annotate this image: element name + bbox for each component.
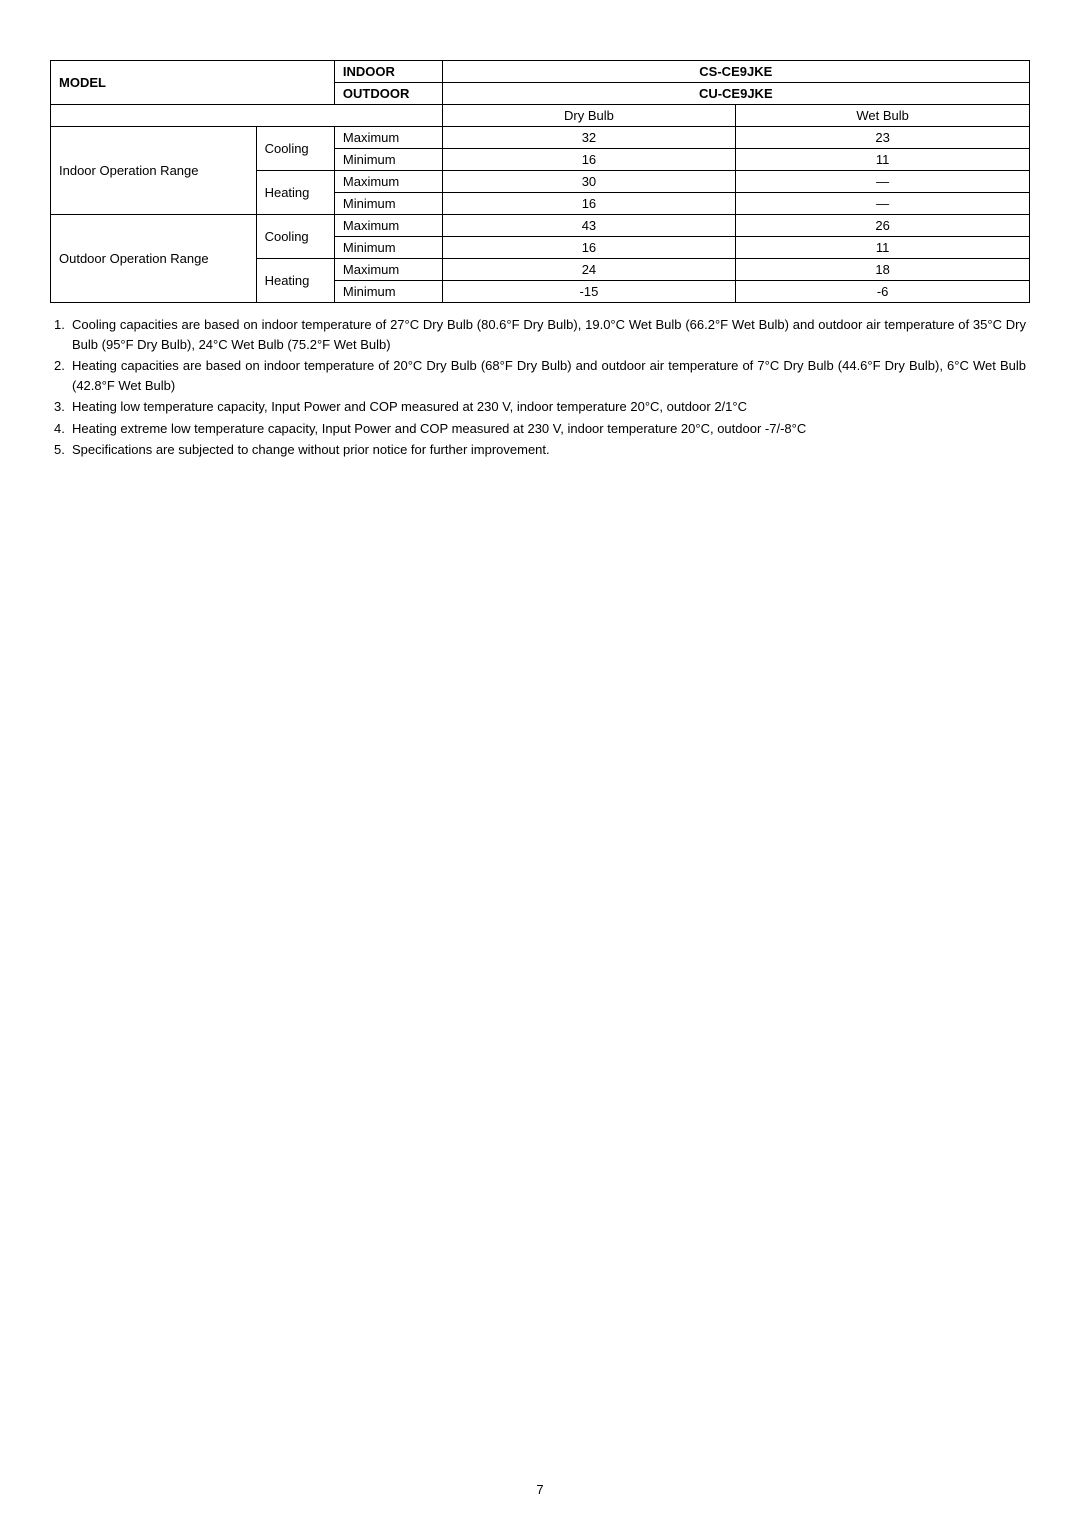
note-text: Heating low temperature capacity, Input … [72,397,1026,417]
heating-label: Heating [256,259,334,303]
note-number: 2. [54,356,72,395]
cell-value: 24 [442,259,736,281]
model-header: MODEL [51,61,335,105]
blank-header [51,105,443,127]
note-item: 5. Specifications are subjected to chang… [54,440,1026,460]
cell-value: — [736,171,1030,193]
notes-section: 1. Cooling capacities are based on indoo… [50,315,1030,460]
cell-value: 43 [442,215,736,237]
cell-value: 11 [736,149,1030,171]
cooling-label: Cooling [256,127,334,171]
note-item: 2. Heating capacities are based on indoo… [54,356,1026,395]
outdoor-range-label: Outdoor Operation Range [51,215,257,303]
heating-label: Heating [256,171,334,215]
note-number: 1. [54,315,72,354]
max-label: Maximum [334,171,442,193]
min-label: Minimum [334,193,442,215]
note-item: 3. Heating low temperature capacity, Inp… [54,397,1026,417]
cell-value: 18 [736,259,1030,281]
outdoor-model: CU-CE9JKE [442,83,1029,105]
note-text: Heating extreme low temperature capacity… [72,419,1026,439]
note-text: Specifications are subjected to change w… [72,440,1026,460]
page-number: 7 [0,1482,1080,1497]
note-text: Heating capacities are based on indoor t… [72,356,1026,395]
note-number: 4. [54,419,72,439]
max-label: Maximum [334,259,442,281]
cell-value: 26 [736,215,1030,237]
note-item: 4. Heating extreme low temperature capac… [54,419,1026,439]
cell-value: 32 [442,127,736,149]
max-label: Maximum [334,215,442,237]
cell-value: 16 [442,149,736,171]
wet-bulb-header: Wet Bulb [736,105,1030,127]
min-label: Minimum [334,281,442,303]
note-item: 1. Cooling capacities are based on indoo… [54,315,1026,354]
spec-table: MODEL INDOOR CS-CE9JKE OUTDOOR CU-CE9JKE… [50,60,1030,303]
note-number: 5. [54,440,72,460]
indoor-header: INDOOR [334,61,442,83]
cell-value: 30 [442,171,736,193]
min-label: Minimum [334,237,442,259]
cell-value: 11 [736,237,1030,259]
cell-value: -15 [442,281,736,303]
note-text: Cooling capacities are based on indoor t… [72,315,1026,354]
dry-bulb-header: Dry Bulb [442,105,736,127]
cell-value: 23 [736,127,1030,149]
note-number: 3. [54,397,72,417]
indoor-model: CS-CE9JKE [442,61,1029,83]
cell-value: 16 [442,237,736,259]
indoor-range-label: Indoor Operation Range [51,127,257,215]
cell-value: 16 [442,193,736,215]
min-label: Minimum [334,149,442,171]
cell-value: -6 [736,281,1030,303]
cell-value: — [736,193,1030,215]
max-label: Maximum [334,127,442,149]
outdoor-header: OUTDOOR [334,83,442,105]
cooling-label: Cooling [256,215,334,259]
